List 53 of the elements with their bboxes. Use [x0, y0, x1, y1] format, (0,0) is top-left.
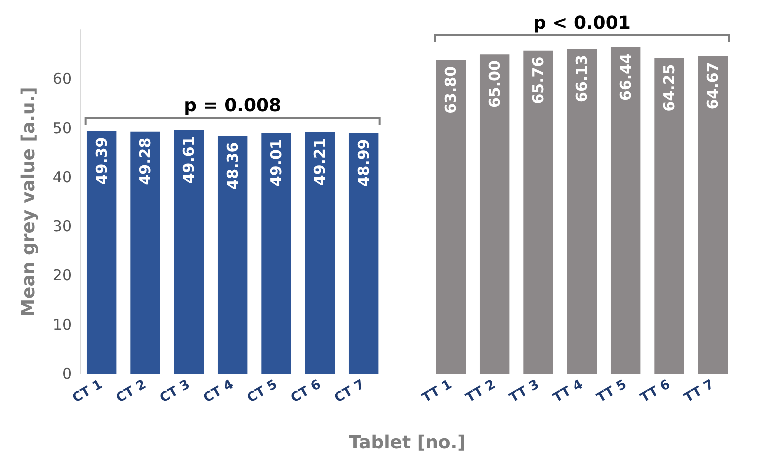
bar — [524, 50, 554, 374]
y-tick-label: 50 — [52, 119, 72, 138]
data-label: 49.61 — [180, 136, 198, 184]
x-axis-title: Tablet [no.] — [349, 432, 466, 454]
x-tick-label: CT 3 — [158, 378, 193, 406]
bar — [174, 130, 204, 374]
bar — [654, 58, 684, 374]
x-tick-label: TT 1 — [420, 378, 455, 406]
bar — [305, 132, 336, 374]
y-tick-label: 10 — [52, 316, 72, 334]
x-tick-label: TT 3 — [507, 378, 542, 406]
data-label: 66.44 — [616, 53, 635, 101]
bar — [698, 56, 728, 374]
data-label: 65.76 — [530, 56, 548, 104]
annotation: p < 0.001 — [533, 12, 631, 34]
bar — [130, 132, 160, 374]
data-label: 65.00 — [486, 60, 504, 108]
data-label: 49.01 — [268, 139, 286, 187]
y-tick-label: 30 — [52, 218, 72, 236]
bar — [567, 49, 598, 374]
x-tick-label: TT 4 — [551, 378, 586, 406]
y-tick-label: 40 — [52, 168, 72, 186]
data-label: 66.13 — [573, 55, 592, 102]
x-tick-label: TT 2 — [464, 378, 499, 406]
x-tick-label: CT 4 — [201, 378, 237, 406]
y-axis-title: Mean grey value [a.u.] — [18, 87, 40, 317]
bar — [218, 136, 248, 374]
x-tick-label: CT 5 — [245, 378, 280, 406]
x-tick-label: CT 7 — [332, 378, 368, 406]
y-tick-label: 20 — [52, 266, 72, 285]
x-tick-label: TT 6 — [638, 378, 674, 406]
x-tick-label: CT 1 — [70, 378, 106, 406]
x-tick-label: CT 2 — [114, 378, 150, 406]
bar — [86, 131, 117, 374]
bar — [262, 133, 292, 374]
data-label: 64.25 — [660, 64, 678, 112]
data-label: 49.39 — [92, 137, 111, 185]
x-tick-label: TT 7 — [682, 378, 717, 406]
bar — [348, 133, 379, 374]
x-tick-label: TT 5 — [594, 378, 630, 406]
bar — [610, 47, 641, 374]
x-tick-label: CT 6 — [288, 378, 324, 406]
data-label: 49.21 — [311, 138, 330, 186]
data-label: 64.67 — [704, 62, 722, 110]
y-tick-label: 60 — [52, 70, 72, 88]
bar — [436, 60, 466, 374]
data-label: 48.99 — [354, 139, 373, 187]
data-label: 49.28 — [136, 138, 154, 186]
bar — [480, 54, 510, 374]
data-label: 48.36 — [224, 142, 242, 190]
annotation: p = 0.008 — [184, 96, 282, 117]
y-tick-label: 0 — [62, 365, 72, 383]
data-label: 63.80 — [442, 66, 460, 114]
